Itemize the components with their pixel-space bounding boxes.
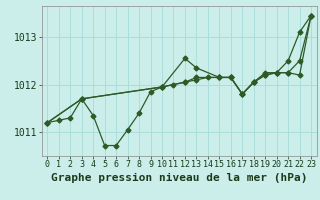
X-axis label: Graphe pression niveau de la mer (hPa): Graphe pression niveau de la mer (hPa) <box>51 173 308 183</box>
